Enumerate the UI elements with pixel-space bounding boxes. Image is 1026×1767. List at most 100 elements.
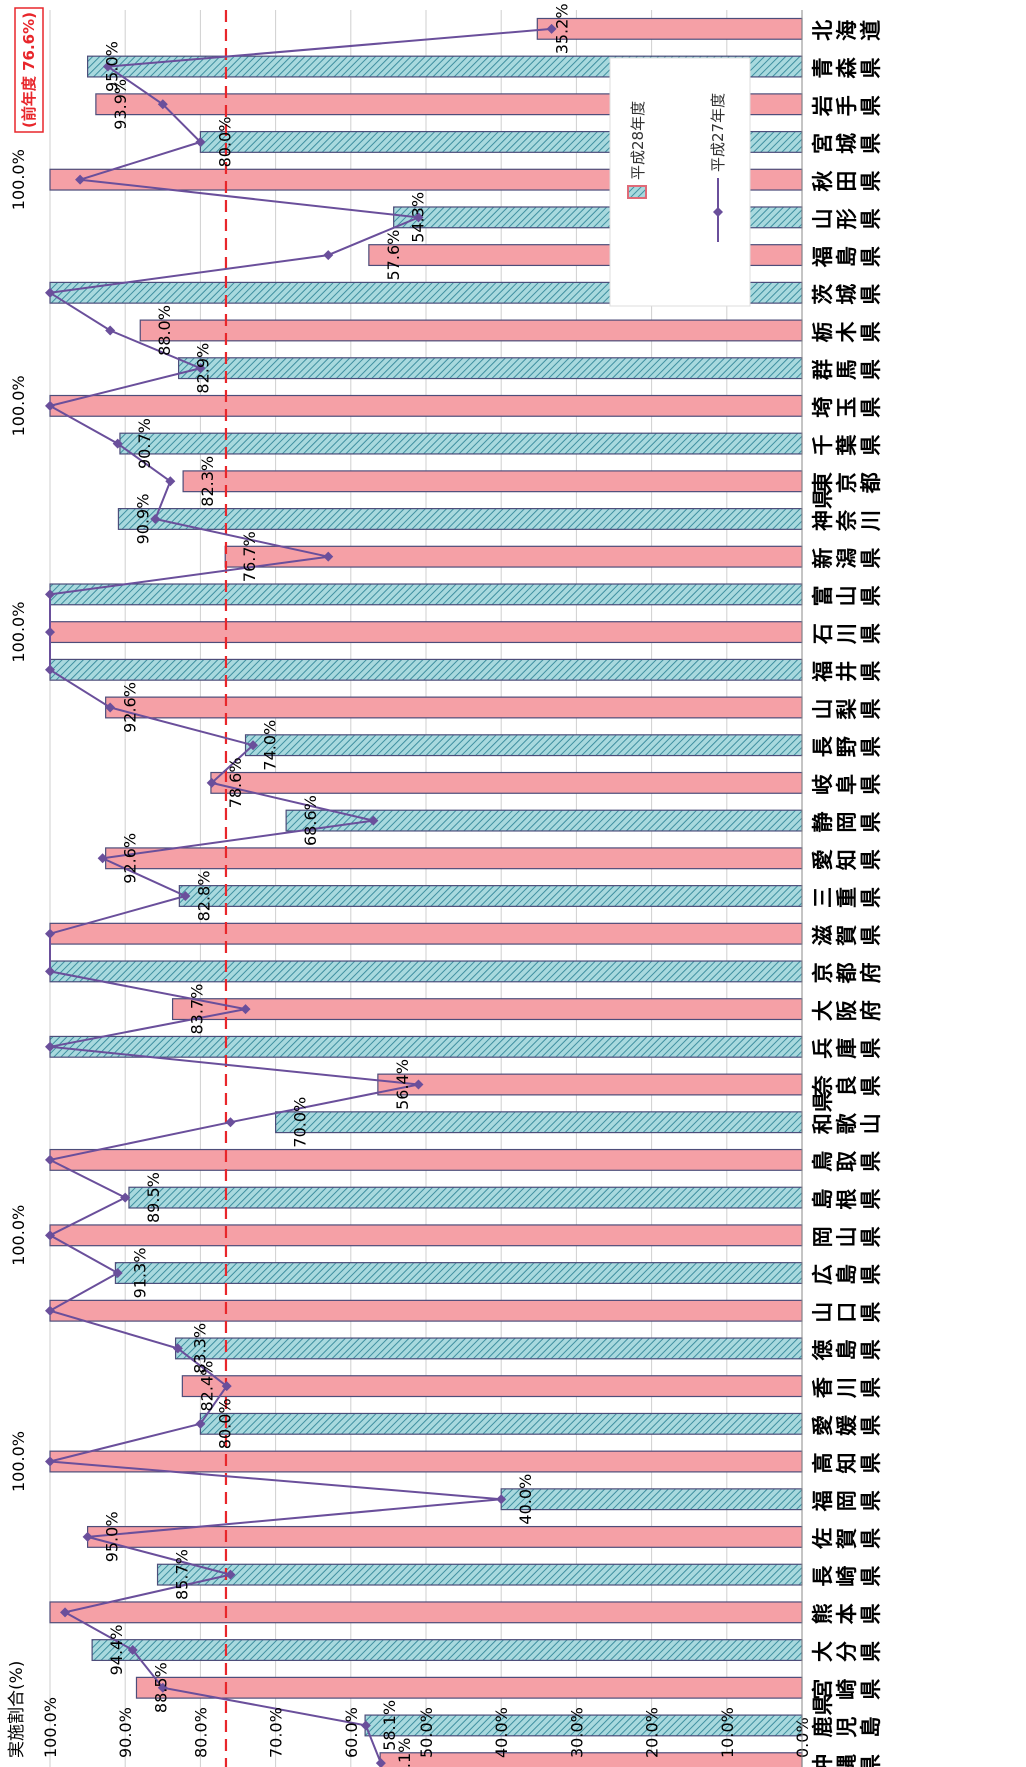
category-char: 歌	[835, 1112, 859, 1134]
category-char: 県	[859, 397, 883, 418]
category-label: 埼玉県	[811, 397, 883, 418]
data-label: 93.9%	[111, 79, 130, 130]
line-point	[75, 174, 86, 185]
bar	[210, 771, 803, 794]
category-char: 森	[835, 57, 859, 79]
category-char: 山	[811, 698, 835, 719]
data-label: 54.3%	[409, 192, 428, 243]
legend-label-bars: 平成28年度	[629, 101, 647, 180]
line-point	[120, 1192, 131, 1203]
line-point	[323, 250, 334, 261]
line-point	[206, 777, 217, 788]
data-label: 83.7%	[188, 984, 207, 1035]
tick-label-group: 30.0%	[567, 1707, 586, 1758]
line-point	[225, 1569, 236, 1580]
data-label-group: 100.0%	[9, 375, 28, 436]
category-char: 高	[811, 1453, 835, 1474]
category-char: 県	[811, 1694, 835, 1715]
line-point	[45, 1230, 55, 1241]
category-char: 県	[859, 774, 883, 795]
category-char: 大	[811, 1000, 835, 1021]
category-label: 長崎県	[811, 1565, 883, 1587]
data-label: 92.6%	[121, 682, 140, 733]
category-label: 神奈川 県	[811, 488, 883, 532]
category-char: 東	[811, 472, 835, 493]
data-label: 56.1%	[395, 1738, 414, 1767]
data-label-group: 94.4%	[107, 1625, 126, 1676]
data-label-group: 100.0%	[9, 1431, 28, 1492]
line-point	[60, 1607, 71, 1618]
bar	[49, 1224, 803, 1247]
line-point	[97, 853, 108, 864]
category-char: 崎	[835, 1566, 859, 1587]
category-char: 川	[835, 623, 859, 645]
category-char: 庫	[835, 1038, 859, 1059]
category-char: 神	[811, 510, 835, 531]
tick-label: 50.0%	[417, 1707, 436, 1758]
category-char: 県	[859, 1151, 883, 1172]
line-point	[413, 1079, 424, 1090]
category-char: 県	[859, 133, 883, 154]
bar	[244, 734, 803, 757]
data-label: 95.0%	[103, 41, 122, 92]
category-char: 県	[859, 246, 883, 267]
reference-badge-box	[14, 7, 44, 133]
category-char: 佐	[811, 1528, 835, 1550]
line-point	[240, 1004, 251, 1015]
line-point	[82, 1531, 93, 1542]
category-char: 木	[835, 320, 859, 343]
category-char: 県	[811, 1091, 835, 1112]
category-char: 県	[859, 661, 883, 682]
category-char: 滋	[811, 925, 835, 946]
line-point	[112, 1268, 123, 1279]
data-label-group: 78.6%	[226, 757, 245, 808]
data-label-group: 40.0%	[516, 1474, 535, 1525]
line-point	[248, 740, 259, 751]
data-label-group: 90.7%	[135, 418, 154, 469]
data-label-group: 35.2%	[552, 3, 571, 54]
category-char: 茨	[811, 284, 835, 305]
line-point	[496, 1494, 507, 1505]
data-labels: 35.2%95.0%93.9%80.0%100.0%54.3%57.6%88.0…	[9, 3, 571, 1767]
category-char: 口	[835, 1302, 859, 1323]
axes: 0.0%10.0%20.0%30.0%40.0%50.0%60.0%70.0%8…	[41, 10, 883, 1767]
category-char: 形	[835, 208, 859, 229]
line-point	[157, 99, 168, 110]
bar	[49, 1035, 803, 1058]
data-label-group: 100.0%	[9, 602, 28, 663]
category-char: 都	[859, 472, 883, 494]
category-char: 阜	[835, 774, 859, 795]
category-char: 県	[859, 736, 883, 757]
category-char: 児	[835, 1716, 859, 1738]
line-series	[45, 23, 557, 1767]
bar	[199, 1412, 803, 1435]
data-label: 82.3%	[198, 456, 217, 507]
tick-label-group: 90.0%	[116, 1707, 135, 1758]
category-char: 富	[811, 585, 835, 606]
data-label: 88.5%	[152, 1662, 171, 1713]
bar	[275, 1111, 803, 1134]
data-label: 68.6%	[301, 795, 320, 846]
category-label: 和歌山 県	[811, 1091, 883, 1134]
category-label: 栃木県	[811, 320, 883, 343]
data-label-group: 95.0%	[103, 1511, 122, 1562]
line-point	[195, 136, 206, 147]
category-char: 京	[811, 962, 835, 983]
tick-label-group: 70.0%	[267, 1707, 286, 1758]
category-char: 県	[859, 925, 883, 946]
category-char: 縄	[835, 1754, 859, 1767]
category-label: 千葉県	[811, 434, 883, 457]
data-label: 100.0%	[9, 375, 28, 436]
category-label: 愛媛県	[811, 1414, 883, 1437]
tick-label: 100.0%	[41, 1697, 60, 1758]
data-label: 80.0%	[215, 1398, 234, 1449]
bar	[49, 922, 803, 945]
category-label: 東京都	[811, 472, 883, 494]
data-label: 56.4%	[393, 1059, 412, 1110]
line-point	[45, 664, 55, 675]
line-point	[165, 476, 176, 487]
category-label: 高知県	[811, 1453, 883, 1474]
category-char: 熊	[811, 1603, 835, 1624]
category-char: 京	[835, 472, 859, 493]
category-char: 静	[811, 812, 835, 833]
